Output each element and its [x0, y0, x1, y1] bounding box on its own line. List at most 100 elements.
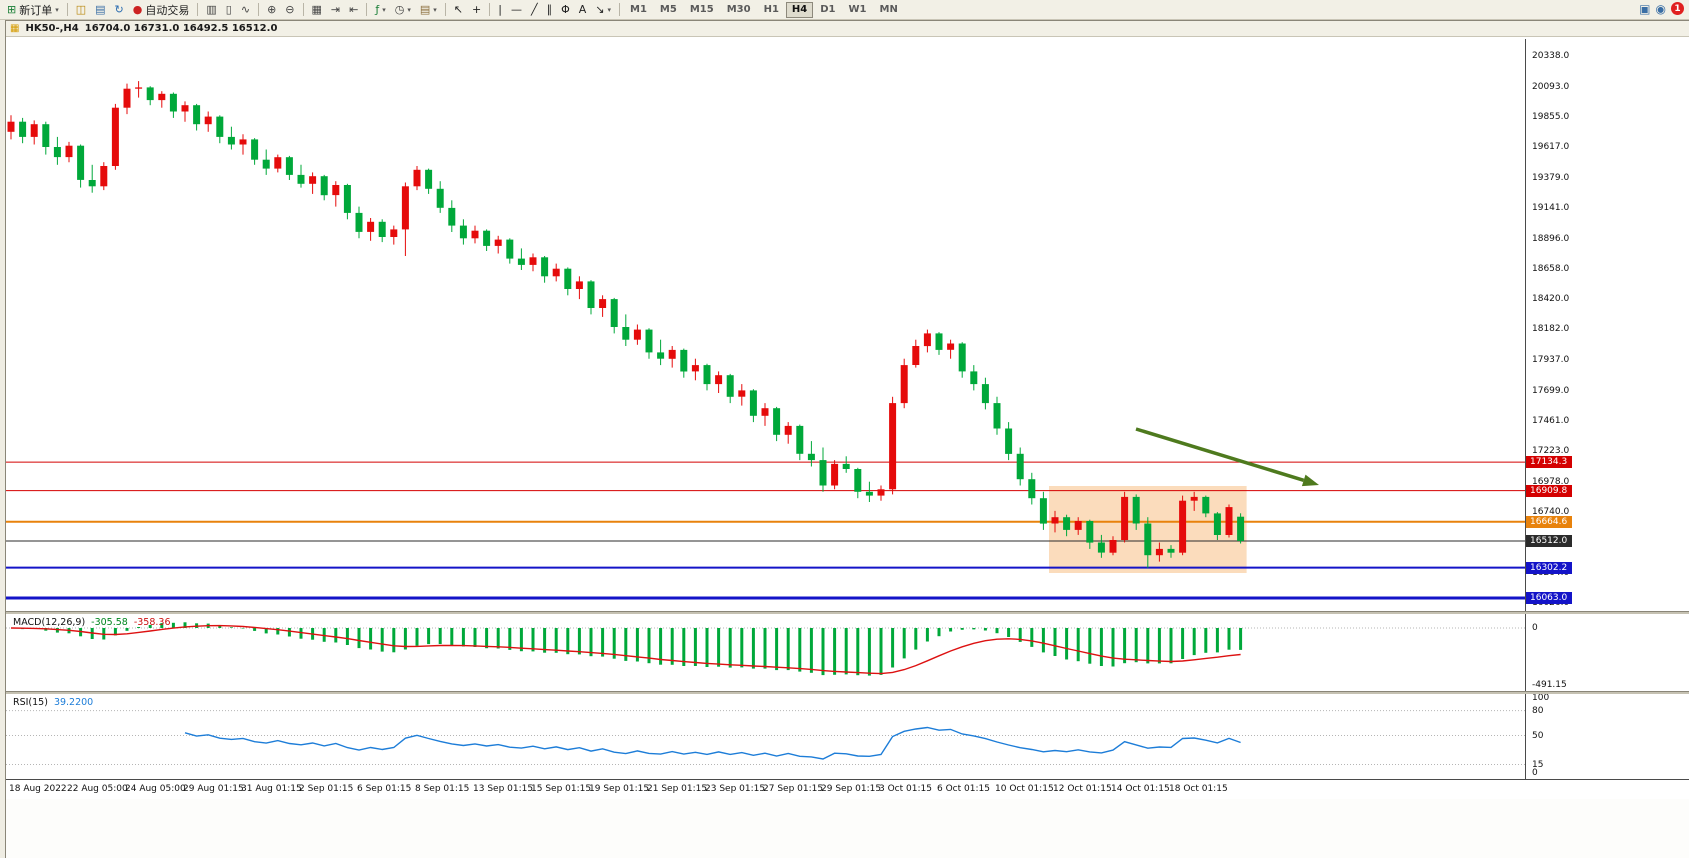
time-axis-label: 12 Oct 01:15	[1053, 784, 1112, 794]
zoom-in-button[interactable]: ⊕	[263, 1, 280, 18]
time-axis-label: 22 Aug 05:00	[67, 784, 128, 794]
macd-axis-label: 0	[1532, 623, 1538, 633]
fibonacci-button[interactable]: Φ	[557, 1, 574, 18]
dropdown-caret-icon: ▾	[607, 5, 611, 14]
price-axis-label: 17699.0	[1532, 385, 1570, 396]
time-axis[interactable]: 18 Aug 2022 22 Aug 05:00 24 Aug 05:00 29 Au…	[6, 779, 1689, 799]
toolbar-separator	[258, 3, 260, 16]
tile-windows-button[interactable]: ▦	[308, 1, 326, 18]
time-axis-label: 29 Sep 01:15	[821, 784, 882, 794]
rsi-axis-label: 15	[1532, 759, 1544, 770]
rsi-axis-label: 80	[1532, 705, 1544, 716]
refresh-button[interactable]: ↻	[111, 1, 128, 18]
price-axis-label: 20093.0	[1532, 82, 1570, 92]
timeframe-h1-button[interactable]: H1	[758, 2, 785, 18]
periods-icon: ◷	[394, 3, 405, 16]
zoom-out-button[interactable]: ⊖	[281, 1, 298, 18]
text-icon: A	[578, 3, 587, 16]
candlestick-chart-icon: ▯	[225, 3, 232, 16]
rsi-axis-label: 50	[1532, 730, 1544, 741]
chart-window-button[interactable]: ◫	[72, 1, 90, 18]
zoom-out-icon: ⊖	[285, 3, 295, 16]
indicators-button[interactable]: ƒ ▾	[371, 1, 389, 18]
new-order-button[interactable]: ⊞ 新订单 ▾	[3, 1, 63, 18]
chart-title-bar[interactable]: ▦ HK50-,H4 16704.0 16731.0 16492.5 16512…	[6, 21, 1689, 37]
timeframe-m15-button[interactable]: M15	[684, 2, 720, 18]
time-axis-label: 18 Oct 01:15	[1169, 784, 1228, 794]
timeframe-m1-button[interactable]: M1	[624, 2, 653, 18]
price-axis-label: 18896.0	[1532, 233, 1570, 244]
chart-shift-button[interactable]: ⇤	[345, 1, 362, 18]
time-axis-label: 6 Oct 01:15	[937, 784, 990, 794]
vertical-line-icon: |	[498, 3, 502, 16]
channel-button[interactable]: ∥	[543, 1, 557, 18]
price-axis-label: 16740.0	[1532, 507, 1570, 518]
bottom-spacer	[6, 799, 1689, 858]
rsi-name: RSI(15)	[13, 697, 48, 708]
timeframe-d1-button[interactable]: D1	[814, 2, 841, 18]
alerts-icon[interactable]: ◉	[1655, 1, 1666, 16]
rsi-panel-canvas[interactable]	[6, 694, 1525, 777]
dropdown-caret-icon: ▾	[382, 5, 386, 14]
timeframe-m5-button[interactable]: M5	[654, 2, 683, 18]
notification-badge[interactable]: 1	[1671, 2, 1684, 15]
bar-chart-icon: ▥	[206, 3, 217, 16]
macd-panel-canvas[interactable]	[6, 614, 1525, 691]
price-badge-resistance-line-1: 17134.3	[1526, 456, 1572, 469]
text-button[interactable]: A	[575, 1, 591, 18]
timeframe-mn-button[interactable]: MN	[874, 2, 904, 18]
templates-icon: ▤	[419, 3, 431, 16]
crosshair-icon: +	[472, 3, 482, 16]
trend-arrow[interactable]	[1135, 427, 1319, 487]
time-axis-label: 19 Sep 01:15	[589, 784, 650, 794]
panel-separator[interactable]	[6, 691, 1689, 694]
chart-window: ▦ HK50-,H4 16704.0 16731.0 16492.5 16512…	[5, 20, 1689, 858]
time-axis-label: 10 Oct 01:15	[995, 784, 1054, 794]
candlestick-chart-button[interactable]: ▯	[222, 1, 236, 18]
fibonacci-icon: Φ	[561, 3, 570, 16]
toolbar-separator	[366, 3, 368, 16]
depth-of-market-icon[interactable]: ▣	[1639, 1, 1651, 16]
timeframe-h4-button[interactable]: H4	[785, 1, 814, 18]
cursor-icon: ↖	[453, 3, 463, 16]
trendline-button[interactable]: ╱	[527, 1, 542, 18]
autotrading-button[interactable]: ● 自动交易	[129, 1, 194, 18]
channel-icon: ∥	[546, 3, 553, 16]
time-axis-label: 2 Sep 01:15	[299, 784, 354, 794]
time-axis-label: 6 Sep 01:15	[357, 784, 412, 794]
timeframe-m30-button[interactable]: M30	[721, 2, 757, 18]
dropdown-caret-icon: ▾	[407, 5, 411, 14]
periods-button[interactable]: ◷ ▾	[391, 1, 415, 18]
line-chart-button[interactable]: ∿	[237, 1, 254, 18]
panel-separator[interactable]	[6, 611, 1689, 614]
chart-ohlc-values: 16704.0 16731.0 16492.5 16512.0	[84, 23, 278, 34]
toolbar-separator	[197, 3, 199, 16]
price-axis-label: 19379.0	[1532, 172, 1570, 183]
timeframe-w1-button[interactable]: W1	[843, 2, 873, 18]
cursor-button[interactable]: ↖	[450, 1, 467, 18]
crosshair-button[interactable]: +	[468, 1, 485, 18]
price-axis-label: 18420.0	[1532, 294, 1570, 305]
price-badge-bid-price-line: 16512.0	[1526, 535, 1572, 547]
macd-value: -305.58	[91, 617, 128, 628]
time-axis-label: 27 Sep 01:15	[763, 784, 824, 794]
trendline-icon: ╱	[530, 3, 538, 16]
auto-scroll-button[interactable]: ⇥	[327, 1, 344, 18]
dropdown-caret-icon: ▾	[55, 5, 59, 14]
bar-chart-button[interactable]: ▥	[202, 1, 220, 18]
vertical-line-button[interactable]: |	[494, 1, 506, 18]
main-chart-canvas[interactable]	[6, 39, 1525, 611]
zoom-in-icon: ⊕	[267, 3, 277, 16]
arrows-button[interactable]: ↘ ▾	[591, 1, 615, 18]
price-axis-label: 16978.0	[1532, 477, 1570, 487]
toolbar-separator	[302, 3, 304, 16]
price-axis[interactable]: 20338.0 20093.0 19855.0 19617.0 19379.0 19141…	[1525, 39, 1689, 779]
autotrading-button-label: 自动交易	[145, 3, 190, 17]
arrows-icon: ↘	[595, 3, 605, 16]
templates-button[interactable]: ▤ ▾	[416, 1, 441, 18]
horizontal-line-button[interactable]: —	[507, 1, 526, 18]
market-watch-button[interactable]: ▤	[91, 1, 109, 18]
auto-scroll-icon: ⇥	[330, 3, 341, 16]
main-toolbar: ⊞ 新订单 ▾ ◫ ▤ ↻ ● 自动交易 ▥ ▯ ∿ ⊕ ⊖ ▦ ⇥ ⇤ ƒ ▾ ◷ ▾ ▤ ▾ ↖ + | — ╱ ∥ Φ A ↘ ▾ M1 M…	[0, 0, 1689, 20]
